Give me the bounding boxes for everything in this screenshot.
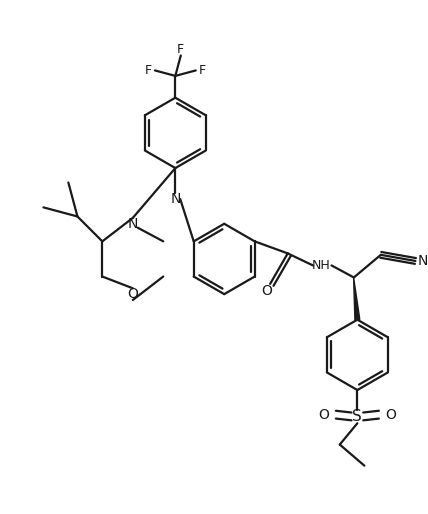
Text: O: O — [319, 408, 330, 421]
Polygon shape — [354, 278, 360, 320]
Text: N: N — [418, 254, 428, 268]
Text: N: N — [170, 192, 181, 206]
Text: N: N — [128, 217, 138, 231]
Text: O: O — [385, 408, 396, 421]
Text: NH: NH — [312, 259, 330, 272]
Text: F: F — [177, 43, 184, 56]
Text: O: O — [261, 284, 272, 298]
Text: O: O — [128, 287, 138, 301]
Text: S: S — [353, 409, 362, 424]
Text: F: F — [145, 64, 152, 77]
Text: F: F — [199, 64, 206, 77]
